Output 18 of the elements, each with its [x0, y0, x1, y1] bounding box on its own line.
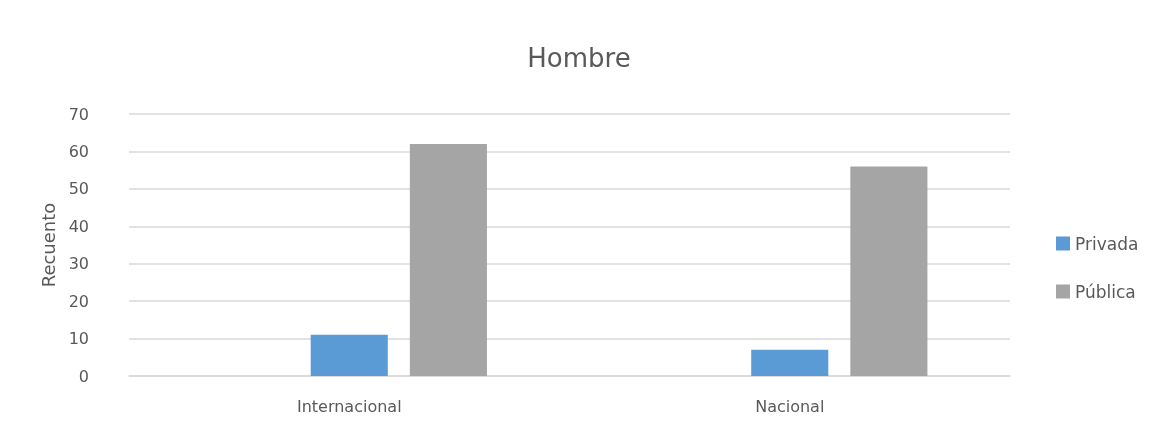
legend-label: Pública: [1075, 281, 1136, 302]
y-tick-label: 70: [68, 104, 89, 124]
x-tick-label: Internacional: [296, 396, 402, 416]
bar: [751, 349, 829, 376]
y-tick-label: 30: [68, 254, 89, 274]
chart-title: Hombre: [527, 43, 631, 73]
bar: [850, 166, 928, 376]
y-axis-title: Recuento: [38, 202, 60, 288]
y-tick-label: 0: [78, 366, 89, 386]
y-tick-label: 50: [68, 179, 89, 199]
y-tick-label: 20: [68, 291, 89, 311]
x-tick-label: Nacional: [755, 396, 825, 416]
y-tick-label: 60: [68, 141, 89, 161]
legend-label: Privada: [1075, 233, 1139, 254]
bar: [409, 143, 487, 376]
bar: [310, 334, 388, 376]
y-tick-label: 10: [68, 329, 89, 349]
y-tick-label: 40: [68, 216, 89, 236]
